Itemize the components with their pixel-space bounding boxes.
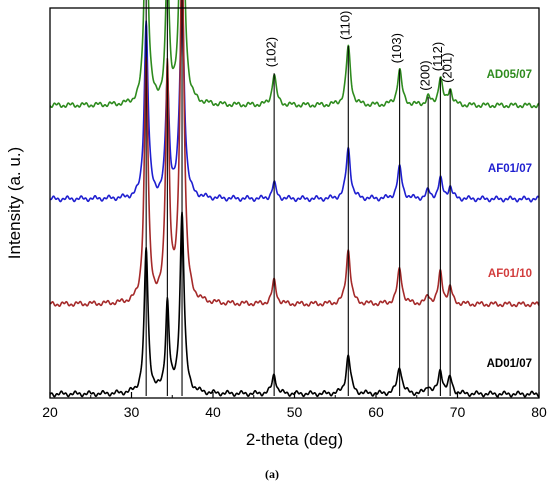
x-tick-label: 40 [205, 404, 221, 420]
peak-label: (112) [430, 42, 445, 71]
series-line [49, 211, 540, 398]
peak-label: (200) [418, 60, 433, 90]
x-tick-label: 80 [531, 404, 547, 420]
x-axis-title: 2-theta (deg) [246, 430, 343, 449]
series-af01-07: AF01/07 [49, 0, 540, 203]
x-axis: 20 30 40 50 60 70 80 [42, 392, 547, 420]
series-label: AD01/07 [487, 358, 532, 370]
x-tick-label: 70 [450, 404, 466, 420]
series-line [49, 0, 540, 203]
y-axis-title: Intensity (a. u.) [5, 147, 24, 259]
x-tick-label: 30 [124, 404, 140, 420]
peak-label: (102) [264, 37, 279, 67]
x-tick-label: 60 [368, 404, 384, 420]
series-line [49, 0, 540, 109]
peak-label: (103) [389, 33, 404, 63]
figure-caption: (a) [265, 467, 279, 481]
series-ad05-07: AD05/07 [49, 0, 540, 109]
series-label: AF01/07 [488, 163, 532, 175]
series-ad01-07: AD01/07 [49, 211, 540, 398]
plot-frame [49, 7, 540, 399]
series-af01-10: AF01/10 [49, 0, 540, 308]
x-tick-label: 50 [287, 404, 303, 420]
series-label: AD05/07 [487, 69, 532, 81]
peak-label: (110) [338, 11, 353, 40]
peak-markers: (100)(002)(101)(102)(110)(103)(200)(112)… [145, 0, 455, 396]
plot-area: AD05/07AF01/07AF01/10AD01/07(100)(002)(1… [49, 0, 540, 398]
series-line [49, 0, 540, 308]
series-label: AF01/10 [488, 268, 532, 280]
peak-label: (201) [440, 53, 455, 83]
x-tick-label: 20 [42, 404, 58, 420]
